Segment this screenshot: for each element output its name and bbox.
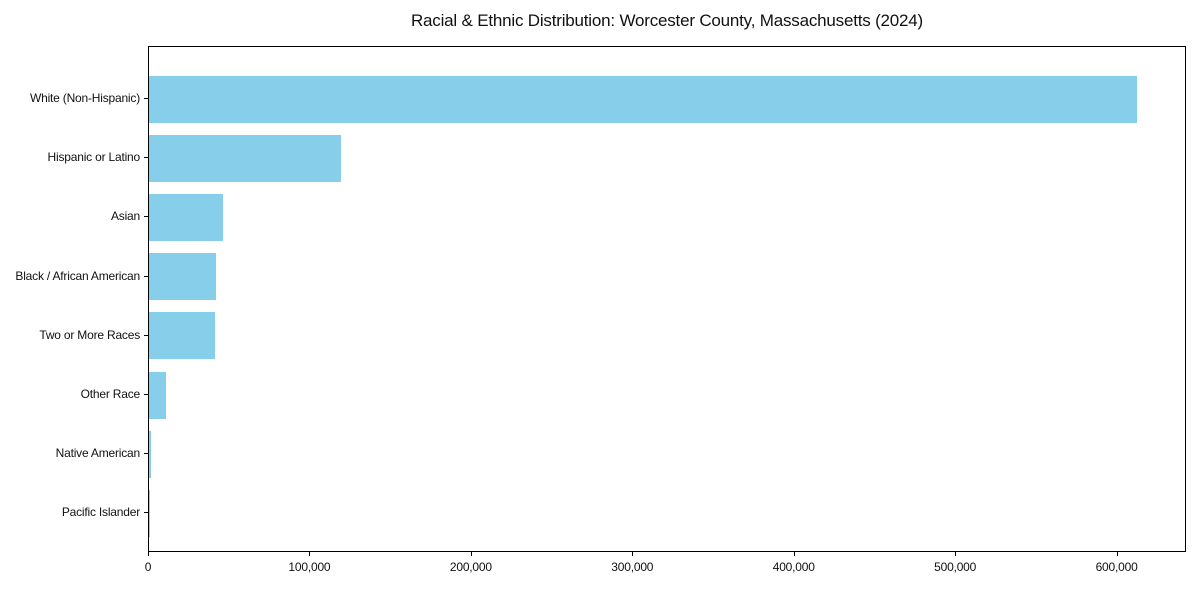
- chart-title: Racial & Ethnic Distribution: Worcester …: [410, 11, 924, 30]
- bar-white-non-hispanic: [149, 75, 1137, 123]
- ytick-label: Two or More Races: [39, 327, 140, 342]
- xtick-label: 0: [144, 560, 152, 574]
- xtick-label: 500,000: [934, 560, 977, 574]
- ytick-mark: [144, 512, 148, 514]
- xtick-mark: [793, 552, 795, 556]
- bar-asian: [149, 193, 224, 241]
- xtick-mark: [1116, 552, 1118, 556]
- ytick-label: Native American: [55, 446, 141, 461]
- ytick-label: Other Race: [80, 387, 141, 401]
- bar-two-or-more-races: [149, 312, 216, 360]
- plot-area: [148, 46, 1186, 552]
- bar-native-american: [149, 430, 152, 478]
- bar-hispanic-or-latino: [149, 134, 342, 182]
- xtick-mark: [309, 552, 311, 556]
- xtick-mark: [470, 552, 472, 556]
- bar-pacific-islander: [149, 489, 150, 537]
- ytick-label: Black / African American: [15, 268, 140, 283]
- xtick-mark: [148, 552, 149, 556]
- ytick-mark: [144, 157, 148, 159]
- xtick-label: 100,000: [288, 560, 331, 574]
- ytick-mark: [144, 453, 148, 455]
- ytick-mark: [144, 334, 148, 336]
- xtick-label: 200,000: [449, 560, 492, 574]
- ytick-label: Pacific Islander: [61, 505, 140, 520]
- ytick-label: Hispanic or Latino: [47, 150, 141, 165]
- ytick-mark: [144, 98, 148, 99]
- xtick-label: 300,000: [611, 560, 654, 574]
- xtick-mark: [955, 552, 957, 556]
- ytick-label: Asian: [110, 209, 140, 224]
- ytick-mark: [144, 394, 148, 395]
- ytick-label: White (Non-Hispanic): [29, 91, 140, 105]
- xtick-label: 400,000: [772, 560, 815, 574]
- xtick-mark: [632, 552, 634, 556]
- xtick-label: 600,000: [1095, 560, 1138, 574]
- ytick-mark: [144, 275, 148, 277]
- ytick-mark: [144, 216, 148, 218]
- bar-other-race: [149, 371, 166, 419]
- bar-black-african-american: [149, 253, 216, 301]
